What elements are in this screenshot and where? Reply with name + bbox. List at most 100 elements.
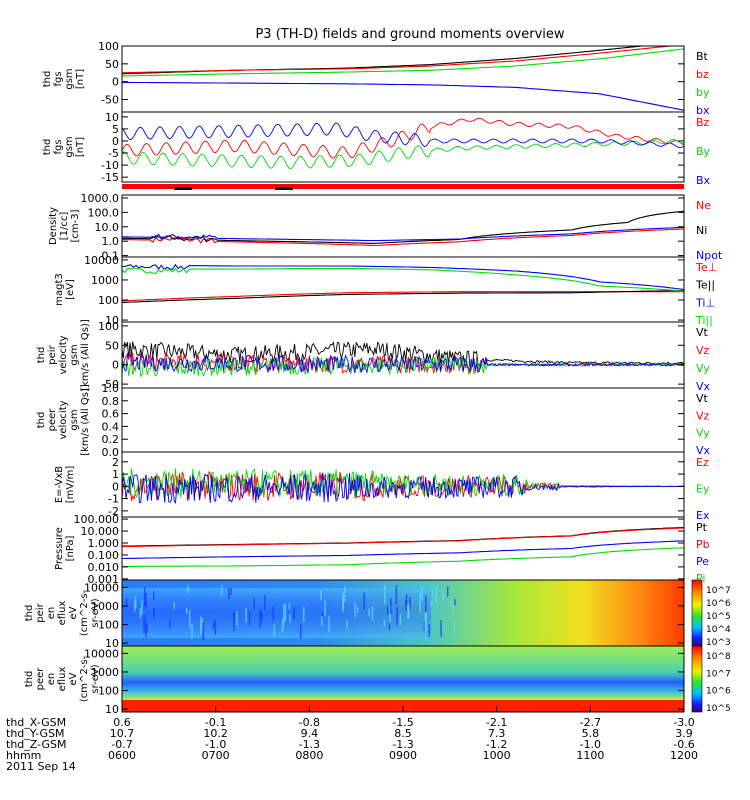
x-tick-label: -0.7 — [111, 738, 132, 751]
colorbar-tick-label: 10^6 — [706, 687, 731, 697]
spectrogram-streak — [454, 599, 456, 606]
spectrogram-streak — [221, 585, 223, 595]
spectrogram-streak — [145, 619, 147, 638]
spectrogram-streak — [428, 624, 430, 637]
y-tick-label: 1.0 — [102, 382, 120, 395]
y-tick-label: 0.010 — [88, 561, 120, 574]
panel-efield: Ez Ey Ex 210-1-2 E=-VxB[mV/m] — [54, 451, 710, 522]
legend-Pt: Pt — [696, 521, 708, 534]
spectrogram-streak — [253, 598, 255, 609]
colorbar-tick-label: 10^7 — [706, 669, 731, 679]
spectrogram-streak — [200, 616, 202, 636]
legend-Vz: Vz — [696, 344, 710, 357]
panel-peir_vel: Vt Vz Vy Vx 100 50 0 -50 thdpeirvelocitygsm[km/s… — [36, 319, 711, 393]
y-tick-label: 0 — [112, 480, 119, 493]
y-tick-label: 0.4 — [102, 420, 120, 433]
x-tick-label: -0.8 — [299, 716, 320, 729]
status-bar-mark — [275, 187, 293, 190]
spectrogram-streak — [368, 609, 370, 617]
spectrogram-streak — [431, 589, 434, 596]
colorbar-tick-label: 10^5 — [706, 612, 731, 622]
series-line-Ti|| — [121, 267, 685, 292]
y-tick-label: 10.000 — [81, 525, 120, 538]
y-tick-label: 0.2 — [102, 433, 120, 446]
spectrogram-streak — [344, 586, 346, 594]
spectrogram-streak — [303, 606, 305, 622]
spectrogram-streak — [324, 600, 326, 617]
y-tick-label: 10000 — [84, 254, 119, 267]
spectrogram-streak — [273, 624, 276, 637]
y-tick-label: 0.6 — [102, 408, 120, 421]
panel-frame — [121, 194, 685, 258]
spectrogram-streak — [282, 616, 285, 626]
panel-peer_spec: 10^8 10^7 10^6 10^5 10000 1000 100 10 thdpeerene… — [24, 645, 731, 716]
spectrogram-streak — [435, 586, 437, 604]
series-line-bx — [122, 81, 685, 111]
chart-title: P3 (TH-D) fields and ground moments over… — [255, 27, 564, 42]
spectrogram-streak — [423, 621, 426, 632]
x-tick-label: 8.5 — [394, 727, 412, 740]
x-tick-label: -3.0 — [673, 716, 694, 729]
y-axis-label: Density[1/cc][cm-3] — [48, 207, 81, 245]
panel-frame — [121, 45, 685, 113]
y-tick-label: 0.1 — [102, 250, 120, 263]
y-tick-label: 0 — [112, 76, 119, 89]
legend-bx: bx — [696, 104, 710, 117]
spectrogram-streak — [260, 612, 263, 622]
x-tick-label: -0.6 — [673, 738, 694, 751]
legend-Te⊥: Te⊥ — [695, 261, 717, 274]
spectrogram-streak — [342, 597, 344, 608]
status-bar-mark — [174, 187, 192, 190]
spectrogram-streak — [399, 613, 402, 625]
x-row-label: thd_Y-GSM — [6, 727, 65, 740]
y-tick-label: 1000 — [91, 600, 119, 613]
panel-bgsm: Bt bz by bx 100 50 0 -50 thdfgsgsm[nT] — [42, 40, 710, 117]
spectrogram-streak — [281, 619, 284, 633]
spectrogram-streak — [387, 605, 389, 615]
legend-by: by — [696, 86, 710, 99]
x-tick-label: -1.3 — [299, 738, 320, 751]
y-tick-label: 10.0 — [95, 221, 120, 234]
panel-frame — [121, 387, 685, 453]
series-line-Ni — [121, 210, 685, 244]
legend-bz: bz — [696, 68, 709, 81]
legend-Ni: Ni — [696, 224, 707, 237]
y-tick-label: -1 — [108, 493, 119, 506]
spectrogram-streak — [187, 585, 189, 594]
spectrogram-streak — [388, 622, 391, 631]
y-axis-label: thdpeervelocitygsm[km/s (All Qs)] — [36, 384, 91, 456]
spectrogram-streak — [191, 623, 193, 639]
x-tick-label: -1.0 — [205, 738, 226, 751]
y-tick-label: 10000 — [84, 647, 119, 660]
spectrogram-streak — [233, 612, 235, 632]
legend-Ti||: Ti|| — [695, 314, 713, 327]
spectrogram-streak — [346, 620, 348, 630]
spectrogram-streak — [188, 610, 191, 629]
y-tick-label: 10 — [105, 111, 119, 124]
y-tick-label: 1000 — [91, 666, 119, 679]
x-tick-label: -2.1 — [486, 716, 507, 729]
colorbar-tick-label: 10^6 — [706, 599, 731, 609]
panel-temp: Te⊥ Te|| Ti⊥ Ti|| 10000 1000 100 10 magt3[eV] — [54, 254, 717, 327]
y-tick-label: 100 — [98, 685, 119, 698]
spectrogram-streak — [430, 600, 433, 607]
y-tick-label: -5 — [108, 147, 119, 160]
x-tick-label: 0900 — [389, 749, 417, 762]
x-tick-label: 7.3 — [488, 727, 506, 740]
x-row-label: thd_Z-GSM — [6, 738, 66, 751]
y-tick-label: -50 — [101, 378, 119, 391]
y-tick-label: 100.000 — [74, 513, 120, 526]
series-line-Pb — [121, 527, 685, 548]
series-line-Bt — [121, 45, 684, 75]
legend-Npot: Npot — [696, 249, 723, 262]
spectrogram-streak — [300, 624, 302, 639]
spectrogram-streak — [384, 585, 386, 605]
legend-Bz: Bz — [696, 116, 710, 129]
spectrogram-streak — [288, 603, 291, 610]
x-tick-label: -2.7 — [580, 716, 601, 729]
spectrogram-streak — [321, 615, 323, 627]
legend-Vy: Vy — [696, 362, 710, 375]
y-tick-label: 100 — [98, 294, 119, 307]
colorbar-peir_spec: 10^7 10^6 10^5 10^4 10^3 — [691, 579, 731, 648]
